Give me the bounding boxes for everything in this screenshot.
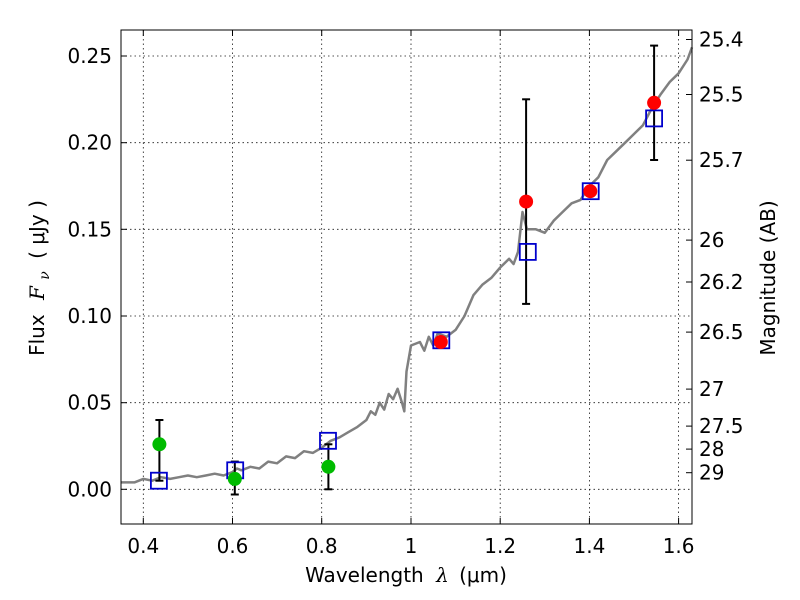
- grid: [121, 30, 692, 524]
- x-tick-label: 1.6: [663, 534, 695, 558]
- mag-tick-label: 26: [699, 228, 724, 252]
- x-tick-label: 1: [405, 534, 418, 558]
- mag-tick-label: 27: [699, 377, 724, 401]
- axis-ticks: 0.4 0.6 0.8 1 1.2 1.4 1.6 0.00 0.05 0.10 0.15 0.20 0…: [67, 28, 743, 559]
- plot-frame: [120, 29, 693, 525]
- y-tick-label: 0.25: [67, 44, 112, 68]
- model-square-marker: [319, 431, 337, 450]
- mag-tick-label: 25.5: [699, 83, 744, 107]
- x-tick-label: 1.4: [573, 534, 605, 558]
- flux-point-marker: [152, 437, 167, 452]
- mag-tick-label: 28: [699, 437, 724, 461]
- flux-point-marker: [433, 335, 448, 349]
- y-tick-label: 0.15: [67, 217, 112, 241]
- flux-point-marker: [647, 95, 662, 110]
- y-tick-label: 0.10: [67, 304, 112, 328]
- mag-tick-label: 26.5: [699, 320, 744, 344]
- y-tick-label: 0.00: [67, 477, 112, 501]
- flux-point-marker: [519, 194, 534, 209]
- model-square-marker: [518, 242, 537, 261]
- error-bars: [155, 44, 659, 496]
- model-squares: [149, 109, 663, 490]
- mag-tick-label: 26.2: [699, 270, 744, 294]
- model-square-marker: [149, 471, 168, 490]
- flux-point-marker: [583, 184, 598, 199]
- x-tick-label: 0.6: [217, 534, 249, 558]
- y-axis-title: Flux F ν ( μJy ): [25, 200, 54, 356]
- mag-tick-label: 25.4: [699, 28, 744, 52]
- flux-point-marker: [321, 459, 336, 474]
- x-tick-label: 0.4: [127, 534, 159, 558]
- x-axis-title: Wavelength λ (μm): [305, 563, 507, 587]
- mag-tick-label: 27.5: [699, 414, 744, 438]
- sed-curve-layer: [121, 46, 694, 484]
- flux-points: [152, 95, 662, 486]
- flux-point-marker: [227, 471, 242, 486]
- y-tick-label: 0.20: [67, 131, 112, 155]
- sed-template-line: [121, 46, 694, 484]
- model-square-marker: [645, 109, 663, 128]
- mag-tick-label: 25.7: [699, 148, 744, 172]
- y-tick-label: 0.05: [67, 391, 112, 415]
- y2-axis-title: Magnitude (AB): [756, 200, 780, 355]
- x-tick-label: 0.8: [306, 534, 338, 558]
- x-tick-label: 1.2: [484, 534, 516, 558]
- model-square-marker: [581, 182, 600, 201]
- mag-tick-label: 29: [699, 461, 724, 485]
